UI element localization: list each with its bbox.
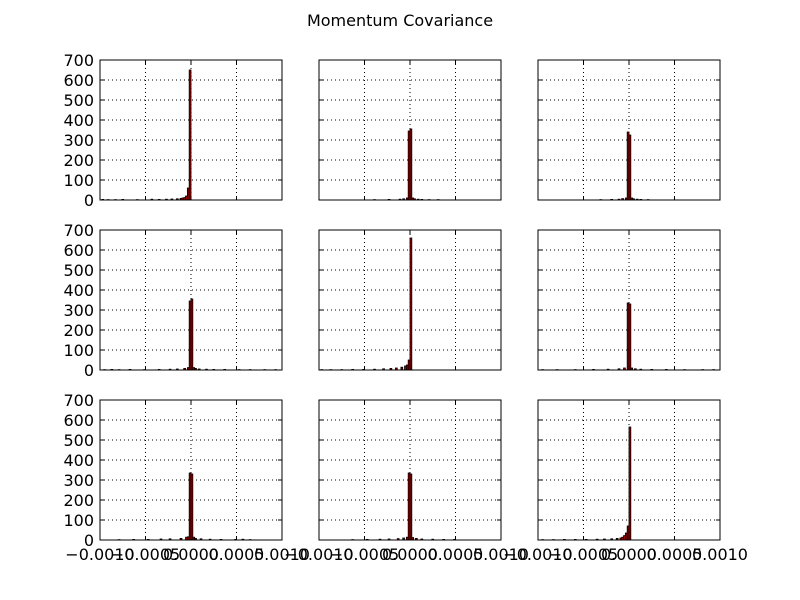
x-tick-label: 0.0000 <box>163 545 219 564</box>
y-tick-label: 400 <box>63 281 94 300</box>
histogram-bar <box>190 473 194 541</box>
y-tick-label: 700 <box>63 221 94 240</box>
y-tick-label: 100 <box>63 341 94 360</box>
histogram-bar <box>628 426 632 541</box>
y-tick-label: 100 <box>63 511 94 530</box>
y-tick-label: 400 <box>63 451 94 470</box>
y-tick-label: 0 <box>84 191 94 210</box>
chart-title: Momentum Covariance <box>307 11 493 30</box>
histogram-panel <box>318 59 502 201</box>
histogram-bar <box>188 69 192 201</box>
histogram-panel: 0100200300400500600700−0.0010−0.00050.00… <box>63 391 310 564</box>
x-tick-label: 0.0005 <box>428 545 484 564</box>
y-tick-label: 600 <box>63 411 94 430</box>
y-tick-label: 700 <box>63 51 94 70</box>
y-tick-label: 200 <box>63 321 94 340</box>
y-tick-label: 300 <box>63 131 94 150</box>
x-tick-label: 0.0000 <box>382 545 438 564</box>
y-tick-label: 500 <box>63 91 94 110</box>
x-tick-label: 0.0005 <box>209 545 265 564</box>
x-tick-label: −0.0005 <box>330 545 399 564</box>
y-tick-label: 700 <box>63 391 94 410</box>
x-tick-label: −0.0005 <box>111 545 180 564</box>
y-tick-label: 200 <box>63 491 94 510</box>
histogram-panel <box>537 229 721 371</box>
y-tick-label: 300 <box>63 301 94 320</box>
x-tick-label: −0.0010 <box>65 545 134 564</box>
histogram-bar <box>190 298 194 371</box>
y-tick-label: 500 <box>63 431 94 450</box>
y-tick-label: 0 <box>84 531 94 550</box>
y-tick-label: 300 <box>63 471 94 490</box>
x-tick-label: −0.0010 <box>503 545 572 564</box>
x-tick-label: 0.0000 <box>601 545 657 564</box>
y-tick-label: 200 <box>63 151 94 170</box>
y-tick-label: 100 <box>63 171 94 190</box>
y-tick-label: 400 <box>63 111 94 130</box>
histogram-bar <box>409 473 413 541</box>
x-tick-label: 0.0005 <box>647 545 703 564</box>
y-tick-label: 500 <box>63 261 94 280</box>
x-tick-label: −0.0010 <box>284 545 353 564</box>
x-tick-label: 0.0010 <box>473 545 529 564</box>
y-tick-label: 600 <box>63 241 94 260</box>
histogram-bar <box>409 237 413 371</box>
x-tick-label: 0.0010 <box>254 545 310 564</box>
y-tick-label: 0 <box>84 361 94 380</box>
histogram-bar <box>628 303 632 371</box>
histogram-bar <box>409 128 413 201</box>
histogram-panel <box>537 59 721 201</box>
histogram-bar <box>628 134 632 201</box>
histogram-panel <box>318 229 502 371</box>
x-tick-label: −0.0005 <box>549 545 618 564</box>
panels-group: 0100200300400500600700010020030040050060… <box>63 51 748 564</box>
x-tick-label: 0.0010 <box>692 545 748 564</box>
y-tick-label: 600 <box>63 71 94 90</box>
